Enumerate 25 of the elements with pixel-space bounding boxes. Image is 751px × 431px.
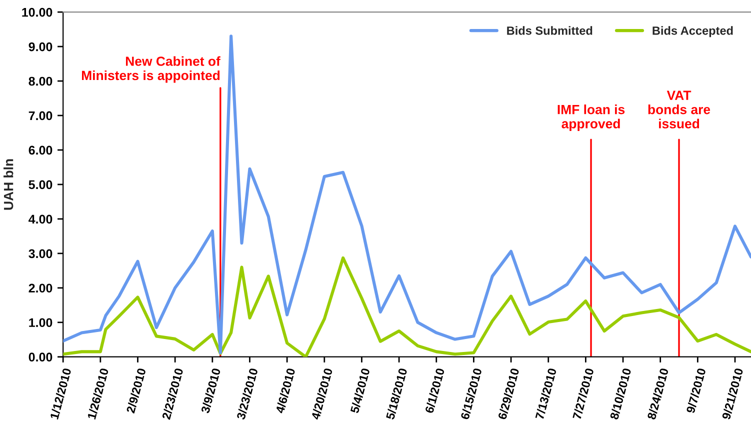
- legend-label: Bids Submitted: [507, 26, 592, 35]
- y-tick-label: 5.00: [28, 180, 52, 190]
- legend-label: Bids Accepted: [652, 26, 733, 38]
- y-tick-label: 8.00: [28, 76, 52, 86]
- y-tick-label: 7.00: [28, 111, 52, 120]
- ref-line-label: New Cabinet of Ministers is appointed: [82, 56, 220, 83]
- y-tick-label: 0.00: [28, 352, 52, 362]
- y-tick-label: 4.00: [28, 214, 52, 224]
- x-tick-label: 3/9/2010: [200, 368, 221, 414]
- x-tick-label: 6/1/2010: [424, 368, 445, 414]
- y-tick-label: 9.00: [28, 42, 52, 52]
- y-axis-title: UAH bln: [4, 159, 14, 210]
- y-tick-label: 1.00: [29, 318, 52, 328]
- x-tick-label: 9/7/2010: [686, 368, 706, 414]
- ref-line-label: VAT bonds are issued: [648, 90, 710, 128]
- y-tick-label: 3.00: [28, 249, 52, 258]
- y-tick-label: 6.00: [28, 146, 52, 155]
- x-tick-label: 2/9/2010: [126, 368, 146, 414]
- ref-line-label: IMF loan is approved: [558, 104, 625, 132]
- x-tick-label: 4/6/2010: [275, 368, 296, 414]
- x-tick-label: 4/20/2010: [310, 368, 333, 420]
- x-tick-label: 1/26/2010: [87, 368, 109, 420]
- y-tick-label: 10.00: [22, 8, 52, 17]
- x-tick-label: 5/4/2010: [350, 368, 370, 414]
- y-tick-label: 2.00: [28, 284, 52, 293]
